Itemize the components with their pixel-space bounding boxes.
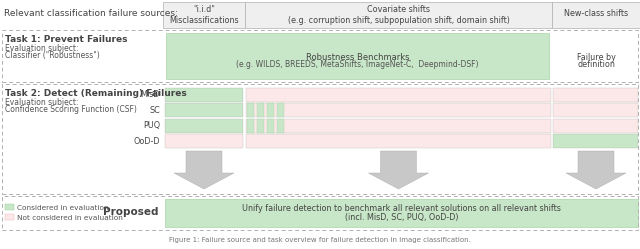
Bar	[166, 33, 549, 79]
Text: Covariate shifts
(e.g. corruption shift, subpopulation shift, domain shift): Covariate shifts (e.g. corruption shift,…	[287, 5, 509, 25]
Text: Unify failure detection to benchmark all relevant solutions on all relevant shif: Unify failure detection to benchmark all…	[242, 204, 561, 213]
Text: Robustness Benchmarks: Robustness Benchmarks	[306, 53, 409, 62]
Text: Failure by: Failure by	[577, 53, 616, 62]
Bar	[552, 2, 640, 28]
Bar	[5, 214, 14, 220]
Bar	[165, 103, 243, 117]
Bar	[247, 103, 254, 117]
Bar	[246, 103, 551, 117]
Text: Classifier ("Robustness"): Classifier ("Robustness")	[5, 51, 100, 60]
Bar	[267, 119, 274, 133]
Polygon shape	[566, 151, 626, 189]
Text: Task 1: Prevent Failures: Task 1: Prevent Failures	[5, 35, 127, 44]
Bar	[165, 199, 638, 227]
Bar	[165, 119, 243, 133]
Polygon shape	[174, 151, 234, 189]
Bar	[553, 134, 638, 148]
Bar	[553, 88, 638, 102]
Bar	[553, 103, 638, 117]
Bar	[246, 119, 551, 133]
Polygon shape	[369, 151, 429, 189]
Text: Evaluation subject:: Evaluation subject:	[5, 98, 79, 107]
Text: Not considered in evaluation: Not considered in evaluation	[17, 215, 123, 221]
Text: Task 2: Detect (Remaining) Failures: Task 2: Detect (Remaining) Failures	[5, 89, 187, 98]
Bar	[163, 2, 245, 28]
Bar	[246, 134, 551, 148]
Bar	[247, 119, 254, 133]
Bar	[5, 204, 14, 210]
Bar	[2, 30, 638, 82]
Text: Considered in evaluation: Considered in evaluation	[17, 205, 109, 211]
Text: (incl. MisD, SC, PUQ, OoD-D): (incl. MisD, SC, PUQ, OoD-D)	[345, 213, 458, 222]
Bar	[267, 103, 274, 117]
Text: Proposed: Proposed	[102, 207, 158, 217]
Bar	[246, 88, 551, 102]
Bar	[257, 103, 264, 117]
Bar	[165, 88, 243, 102]
Bar	[553, 119, 638, 133]
Text: New-class shifts: New-class shifts	[564, 8, 628, 17]
Text: Evaluation subject:: Evaluation subject:	[5, 44, 79, 53]
Bar	[2, 84, 638, 194]
Text: definition: definition	[577, 60, 615, 69]
Bar	[245, 2, 552, 28]
Bar	[2, 196, 638, 230]
Bar	[0, 2, 163, 28]
Text: PUQ: PUQ	[143, 121, 160, 130]
Bar	[165, 134, 243, 148]
Text: "i.i.d"
Misclassifications: "i.i.d" Misclassifications	[169, 5, 239, 25]
Bar	[277, 119, 284, 133]
Text: Confidence Scoring Function (CSF): Confidence Scoring Function (CSF)	[5, 105, 137, 114]
Text: (e.g. WILDS, BREEDS, MetaShifts, ImageNet-C,  Deepmind-DSF): (e.g. WILDS, BREEDS, MetaShifts, ImageNe…	[236, 60, 479, 69]
Text: SC: SC	[149, 106, 160, 115]
Text: OoD-D: OoD-D	[134, 137, 160, 146]
Bar	[277, 103, 284, 117]
Bar	[257, 119, 264, 133]
Text: Figure 1: Failure source and task overview for failure detection in image classi: Figure 1: Failure source and task overvi…	[169, 237, 471, 243]
Text: MisD: MisD	[141, 90, 160, 99]
Text: Relevant classification failure sources:: Relevant classification failure sources:	[4, 8, 178, 17]
